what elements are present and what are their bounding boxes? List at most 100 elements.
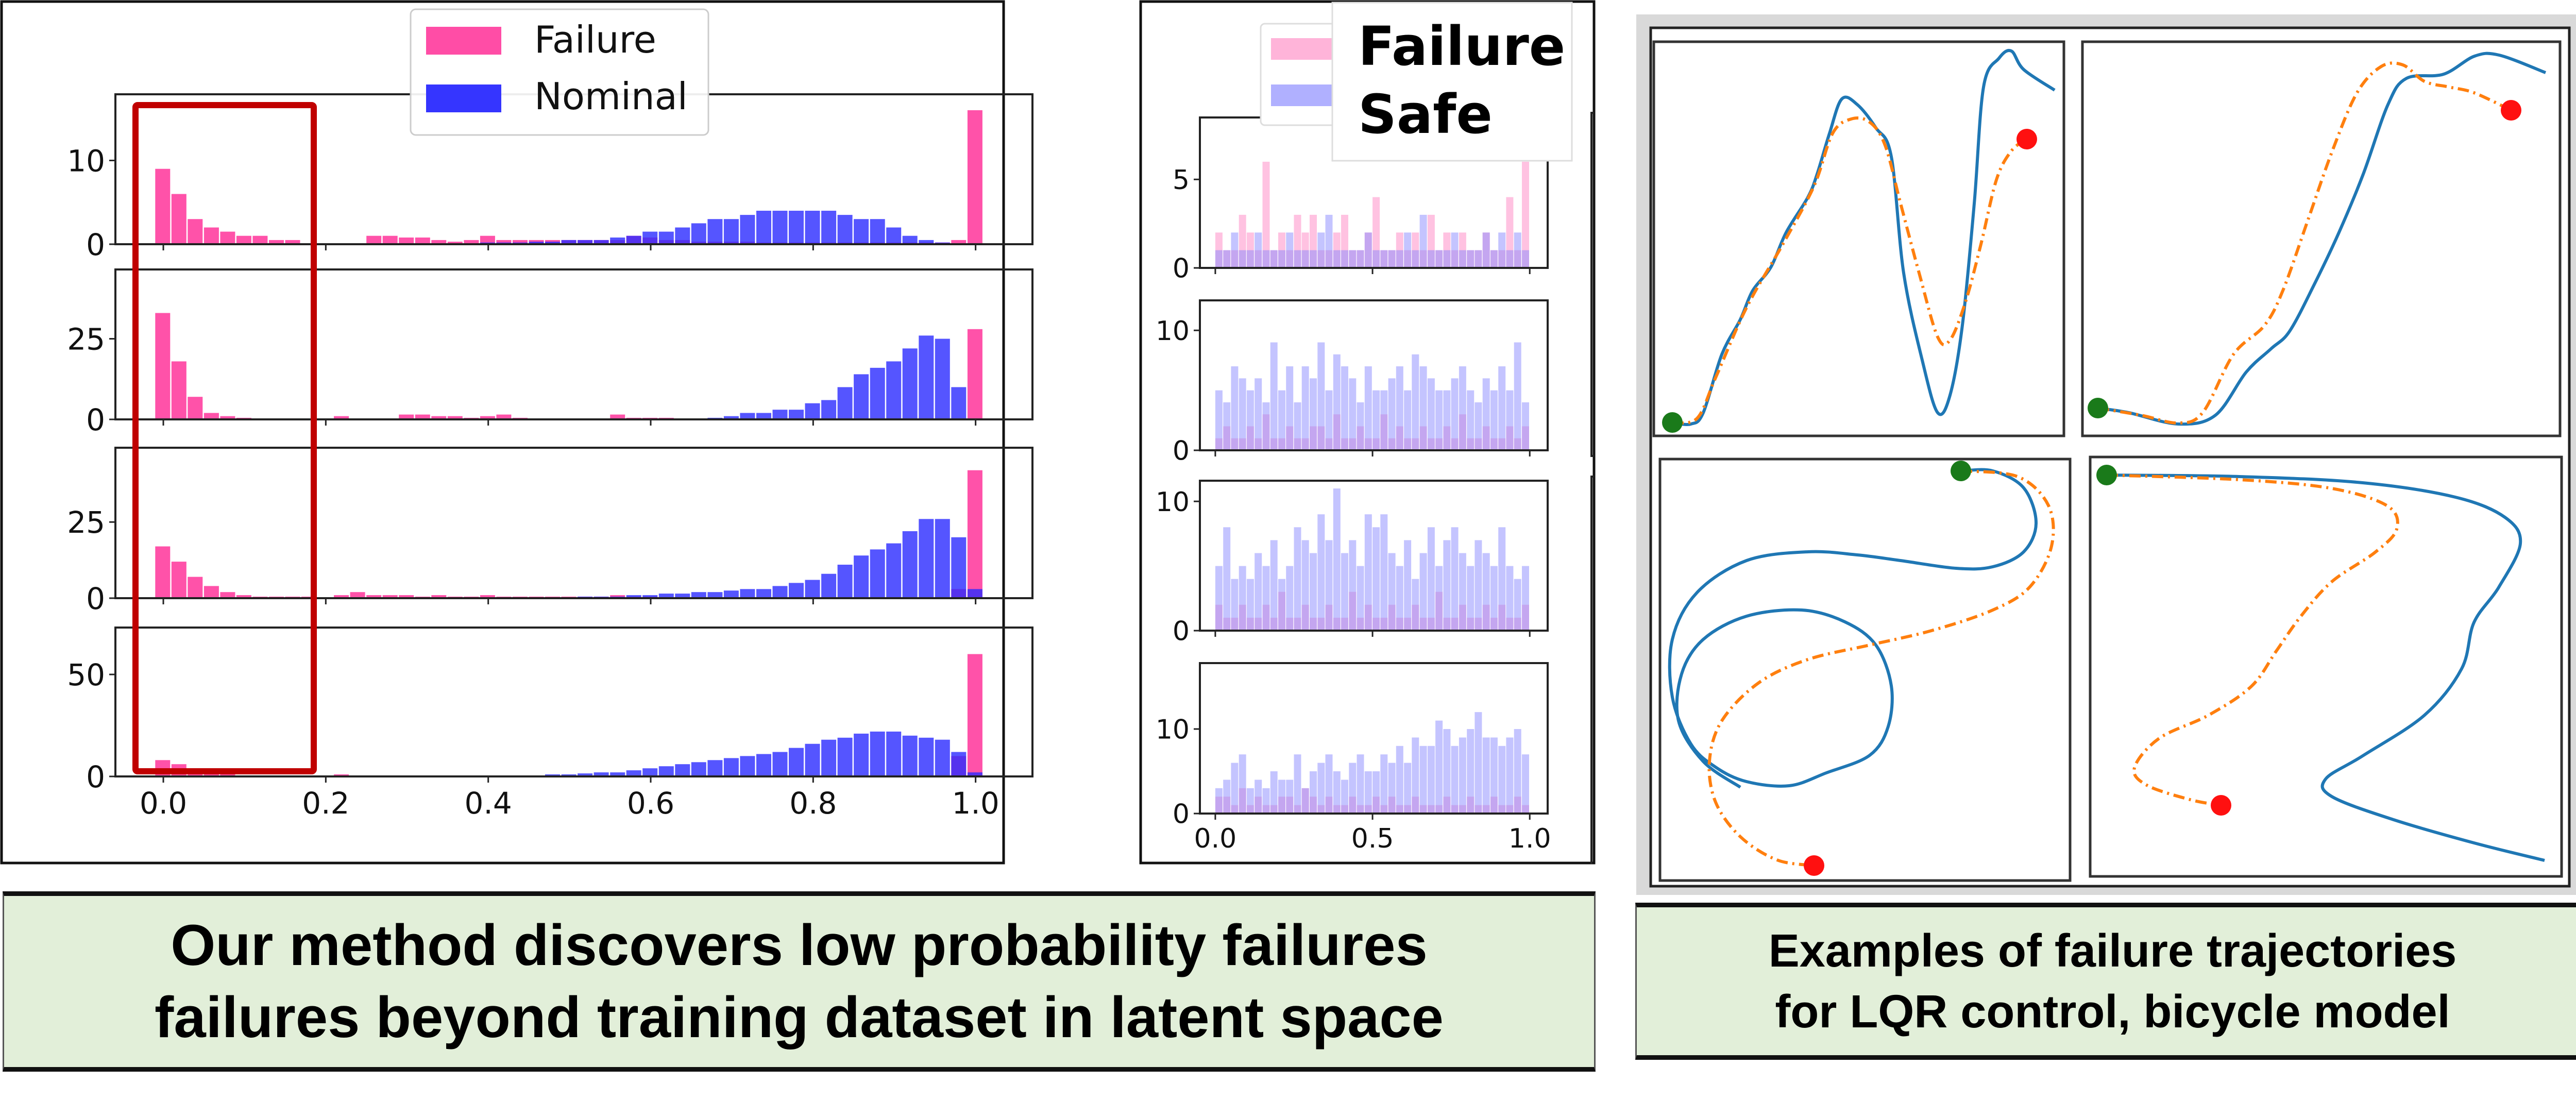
- left-ytick-label: 10: [67, 143, 105, 178]
- mid-bar-safe: [1380, 390, 1388, 450]
- left-bar-nominal: [951, 752, 967, 776]
- mid-subplot-4: 0 10 0.0 0.5 1.0: [1156, 662, 1551, 854]
- mid-bar-safe: [1506, 250, 1514, 268]
- mid-bar-safe: [1506, 390, 1514, 450]
- mid-bar-safe: [1388, 553, 1396, 631]
- mid-bar-safe: [1239, 250, 1246, 268]
- left-bar-failure: [480, 416, 495, 419]
- end-marker: [2501, 100, 2521, 121]
- left-bar-nominal: [658, 594, 674, 598]
- left-bar-nominal: [626, 595, 641, 598]
- mid-bar-safe: [1262, 402, 1270, 450]
- left-bar-nominal: [967, 589, 982, 598]
- left-bar-nominal: [723, 416, 739, 419]
- left-bar-failure: [334, 416, 349, 419]
- left-bar-nominal: [919, 240, 934, 244]
- mid-ytick-label: 10: [1156, 715, 1190, 746]
- mid-bar-safe: [1419, 553, 1427, 631]
- mid-bar-safe: [1239, 754, 1246, 814]
- left-bar-nominal: [886, 543, 902, 598]
- mid-bar-failure: [1262, 161, 1270, 268]
- left-bar-failure: [431, 595, 447, 598]
- mid-bar-safe: [1364, 514, 1372, 631]
- mid-bar-safe: [1286, 366, 1294, 450]
- mid-bar-safe: [1467, 566, 1475, 631]
- left-bar-failure: [171, 361, 187, 419]
- left-bar-failure: [447, 416, 463, 419]
- mid-bar-safe: [1341, 553, 1348, 631]
- mid-bar-safe: [1506, 566, 1514, 631]
- left-bar-nominal: [919, 737, 934, 776]
- mid-bar-safe: [1349, 763, 1357, 814]
- mid-bar-safe: [1427, 378, 1435, 450]
- mid-axes-frame: [1199, 662, 1549, 815]
- left-bar-nominal: [951, 537, 967, 598]
- left-bar-failure: [399, 414, 414, 419]
- left-bar-nominal: [642, 595, 658, 598]
- left-bar-nominal: [578, 240, 593, 244]
- mid-bar-safe: [1255, 232, 1262, 268]
- left-bar-nominal: [919, 519, 934, 598]
- left-bar-failure: [188, 577, 203, 598]
- left-bar-nominal: [821, 739, 837, 776]
- legend-label-failure: Failure: [534, 18, 656, 61]
- right-caption-line-2: for LQR control, bicycle model: [1775, 986, 2450, 1038]
- mid-xtick-label: 0.5: [1351, 823, 1394, 854]
- left-bar-nominal: [642, 231, 658, 244]
- mid-bar-safe: [1459, 737, 1466, 814]
- mid-bar-safe: [1522, 250, 1529, 268]
- left-bar-nominal: [854, 555, 869, 598]
- mid-bar-safe: [1239, 378, 1246, 450]
- mid-bar-safe: [1396, 250, 1403, 268]
- mid-bar-safe: [1372, 527, 1380, 631]
- left-bar-nominal: [691, 762, 706, 776]
- left-bar-nominal: [854, 374, 869, 419]
- mid-bar-safe: [1301, 788, 1309, 814]
- mid-bar-safe: [1231, 232, 1239, 268]
- left-bar-failure: [951, 240, 967, 244]
- left-ytick-label: 25: [67, 505, 105, 540]
- left-histogram-chart: 0 10 0 25 0 25 0 50 0.0 0.2 0.4 0.6 0.8 1.0: [67, 93, 1033, 821]
- left-xtick-label: 0.0: [140, 786, 187, 821]
- left-bar-failure: [171, 562, 187, 598]
- mid-bar-safe: [1215, 390, 1223, 450]
- mid-bar-safe: [1223, 527, 1231, 631]
- left-bar-nominal: [789, 211, 804, 244]
- left-bar-nominal: [756, 754, 771, 776]
- mid-bar-safe: [1451, 378, 1459, 450]
- mid-bar-safe: [1427, 250, 1435, 268]
- left-bar-nominal: [967, 772, 982, 776]
- left-bar-nominal: [723, 219, 739, 244]
- mid-bar-safe: [1475, 402, 1482, 450]
- left-caption: Our method discovers low probability fai…: [3, 891, 1596, 1072]
- left-bar-nominal: [594, 240, 609, 244]
- left-bar-failure: [496, 414, 512, 419]
- left-bar-failure: [496, 240, 512, 244]
- left-bar-failure: [967, 654, 982, 776]
- left-bar-failure: [415, 238, 430, 244]
- mid-ytick-label: 0: [1173, 253, 1190, 284]
- mid-bar-safe: [1372, 390, 1380, 450]
- left-ytick-label: 25: [67, 321, 105, 357]
- legend-swatch-failure: [1271, 38, 1338, 60]
- mid-bar-safe: [1317, 342, 1325, 450]
- mid-bar-safe: [1435, 250, 1443, 268]
- highlight-box: [132, 102, 317, 774]
- left-bar-failure: [447, 242, 463, 244]
- mid-bar-safe: [1396, 566, 1403, 631]
- reference-trajectory-line: [1672, 48, 2056, 426]
- mid-bar-safe: [1490, 737, 1498, 814]
- mid-bar-safe: [1364, 366, 1372, 450]
- mid-bar-safe: [1404, 763, 1412, 814]
- left-bar-nominal: [772, 211, 788, 244]
- left-bar-nominal: [707, 592, 723, 598]
- trajectory-panel: [1636, 14, 2576, 895]
- failure-trajectory-line: [2097, 61, 2512, 425]
- mid-bar-safe: [1310, 378, 1317, 450]
- trajectory-axes-frame: [2081, 40, 2562, 437]
- mid-bar-safe: [1246, 788, 1254, 814]
- left-bar-failure: [350, 592, 365, 598]
- left-bar-nominal: [805, 580, 820, 598]
- left-bar-nominal: [723, 590, 739, 598]
- left-bar-nominal: [626, 770, 641, 776]
